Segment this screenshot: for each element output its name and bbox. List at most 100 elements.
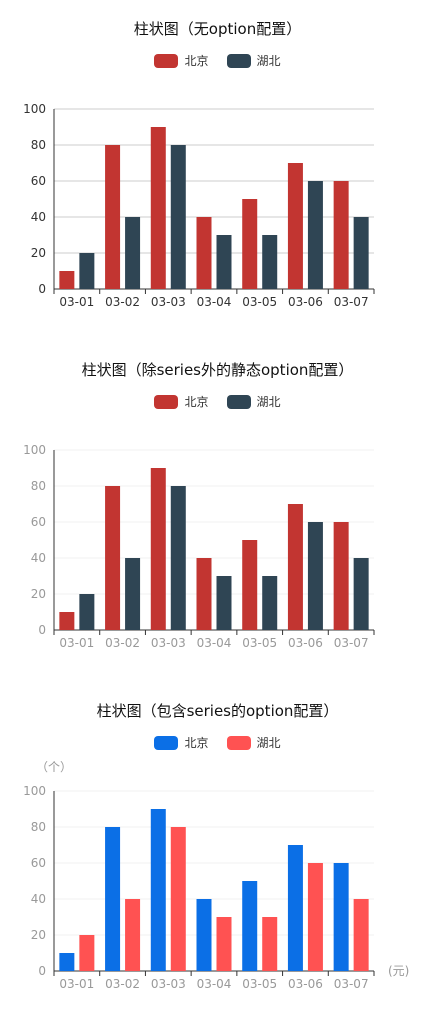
x-tick-label: 03-07: [334, 636, 369, 650]
y-tick-label: 60: [31, 174, 46, 188]
bar-chart-svg: 0 20 40 60 80 100 03-01 03-02 03-03 03-04 03-05 03-…: [23, 443, 375, 650]
y-tick-label: 20: [31, 246, 46, 260]
bar: [105, 827, 121, 971]
bar: [105, 486, 121, 630]
legend: 北京 湖北: [0, 52, 435, 69]
bar: [125, 899, 141, 971]
x-tick-label: 03-03: [151, 295, 186, 309]
x-tick-label: 03-06: [288, 636, 323, 650]
bar: [307, 863, 323, 971]
chart-title: 柱状图（无option配置）: [133, 20, 302, 38]
x-tick-label: 03-02: [105, 977, 140, 991]
bar: [105, 145, 121, 289]
bar: [59, 271, 75, 289]
chart-3: 柱状图（包含series的option配置） 北京 湖北 0 20 40 60 80 10…: [0, 682, 435, 1022]
bar-chart-svg: 0 20 40 60 80 100 03-01 03-02 03-03 03-04 03-05 03-…: [23, 102, 375, 309]
chart-2: 柱状图（除series外的静态option配置） 北京 湖北 0 20 40 60 80…: [0, 341, 435, 681]
bar: [196, 899, 212, 971]
x-tick-label: 03-05: [242, 636, 277, 650]
legend-swatch: [226, 394, 251, 409]
bar: [262, 235, 278, 289]
legend: 北京 湖北: [0, 734, 435, 751]
legend-item-hubei[interactable]: 湖北: [226, 52, 281, 69]
y-tick-label: 80: [31, 479, 46, 493]
x-tick-label: 03-01: [59, 977, 94, 991]
legend-item-hubei[interactable]: 湖北: [226, 734, 281, 751]
bar: [333, 522, 349, 630]
bar: [170, 486, 186, 630]
bar: [262, 576, 278, 630]
y-tick-label: 0: [38, 282, 46, 296]
chart-title: 柱状图（包含series的option配置）: [96, 702, 339, 720]
bar: [216, 576, 232, 630]
x-tick-label: 03-07: [334, 295, 369, 309]
legend-swatch: [226, 53, 251, 68]
bar: [333, 863, 349, 971]
legend-swatch: [154, 394, 179, 409]
x-tick-label: 03-03: [151, 977, 186, 991]
y-tick-label: 20: [31, 587, 46, 601]
legend-label: 北京: [184, 736, 209, 750]
legend: 北京 湖北: [0, 393, 435, 410]
bar: [287, 163, 303, 289]
bar: [353, 899, 369, 971]
y-tick-label: 100: [23, 443, 46, 457]
legend-swatch: [226, 735, 251, 750]
legend-label: 北京: [184, 54, 209, 68]
y-tick-label: 100: [23, 102, 46, 116]
x-tick-label: 03-06: [288, 295, 323, 309]
bar: [262, 917, 278, 971]
bar: [59, 612, 75, 630]
bar: [242, 540, 258, 630]
bar: [216, 917, 232, 971]
legend-label: 北京: [184, 395, 209, 409]
bar: [79, 594, 95, 630]
y-axis-name: （个）: [36, 760, 72, 774]
bar: [333, 181, 349, 289]
legend-swatch: [154, 53, 179, 68]
bar: [242, 199, 258, 289]
legend-item-hubei[interactable]: 湖北: [226, 393, 281, 410]
bar: [125, 558, 141, 630]
x-axis-name: (元): [388, 964, 409, 978]
bar: [125, 217, 141, 289]
x-tick-label: 03-05: [242, 977, 277, 991]
x-tick-label: 03-01: [59, 636, 94, 650]
bar: [353, 558, 369, 630]
legend-item-beijing[interactable]: 北京: [154, 393, 209, 410]
y-tick-label: 40: [31, 210, 46, 224]
legend-label: 湖北: [256, 736, 281, 750]
bar: [353, 217, 369, 289]
x-tick-label: 03-02: [105, 636, 140, 650]
bar: [287, 504, 303, 630]
legend-item-beijing[interactable]: 北京: [154, 52, 209, 69]
x-tick-label: 03-04: [197, 636, 232, 650]
chart-1: 柱状图（无option配置） 北京 湖北 0 20 40 60 80 100 03-01 03…: [0, 0, 435, 340]
bar: [242, 881, 258, 971]
bar: [170, 827, 186, 971]
y-tick-label: 0: [38, 964, 46, 978]
x-tick-label: 03-01: [59, 295, 94, 309]
bar: [150, 809, 166, 971]
bar: [287, 845, 303, 971]
legend-item-beijing[interactable]: 北京: [154, 734, 209, 751]
bar: [150, 468, 166, 630]
x-tick-label: 03-03: [151, 636, 186, 650]
bar-chart-svg: 0 20 40 60 80 100 03-01 03-02 03-03 03-04 03-05 03-…: [23, 760, 409, 991]
legend-label: 湖北: [256, 54, 281, 68]
y-tick-label: 80: [31, 820, 46, 834]
x-tick-label: 03-04: [197, 977, 232, 991]
legend-label: 湖北: [256, 395, 281, 409]
x-tick-label: 03-02: [105, 295, 140, 309]
bar: [150, 127, 166, 289]
x-tick-label: 03-07: [334, 977, 369, 991]
x-tick-label: 03-06: [288, 977, 323, 991]
y-tick-label: 0: [38, 623, 46, 637]
legend-swatch: [154, 735, 179, 750]
bar: [170, 145, 186, 289]
y-tick-label: 40: [31, 551, 46, 565]
bar: [196, 217, 212, 289]
bar: [79, 935, 95, 971]
bar: [196, 558, 212, 630]
y-tick-label: 40: [31, 892, 46, 906]
